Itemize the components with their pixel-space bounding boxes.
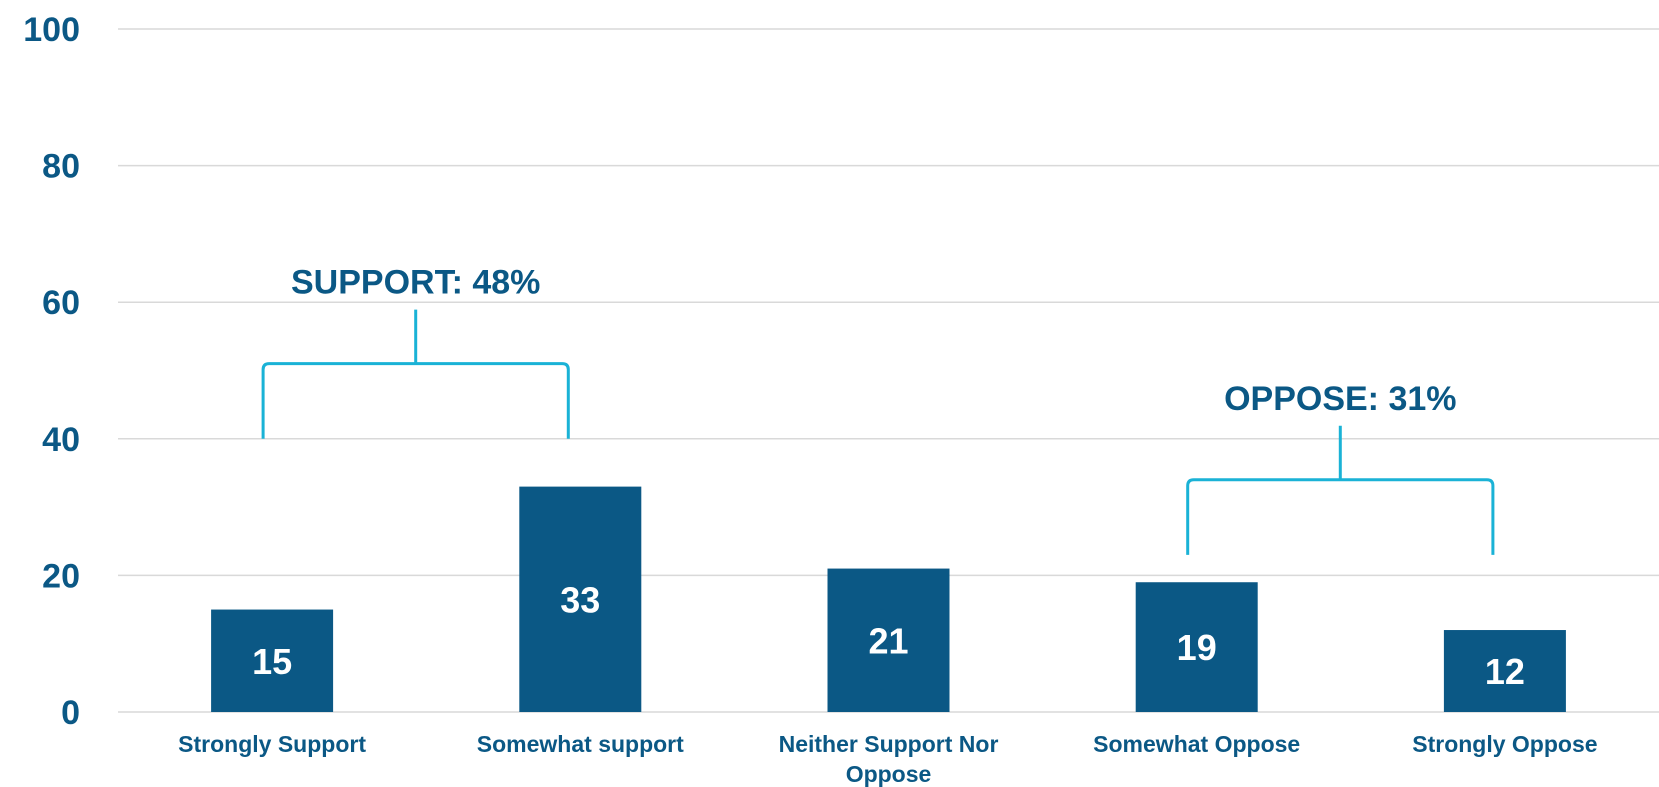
bar-value-label: 33	[560, 579, 600, 620]
bar	[1443, 630, 1566, 712]
y-tick-label: 60	[42, 284, 80, 322]
group-bracket	[1186, 425, 1495, 555]
x-category-label: Oppose	[846, 761, 932, 787]
x-category-label: Strongly Oppose	[1412, 731, 1597, 757]
bar-value-label: 19	[1177, 627, 1217, 668]
bar-value-labels: 15 33 21 19 12	[252, 579, 1525, 692]
bar-value-label: 21	[868, 620, 908, 661]
group-annotations: SUPPORT: 48% OPPOSE: 31%	[261, 264, 1495, 555]
group-bracket	[261, 309, 570, 439]
x-category-label: Somewhat support	[477, 731, 684, 757]
x-category-label: Somewhat Oppose	[1093, 731, 1300, 757]
y-axis-tick-labels: 0 20 40 60 80 100	[23, 11, 80, 732]
gridlines	[118, 28, 1659, 713]
group-label: OPPOSE: 31%	[1224, 380, 1456, 418]
bar-value-label: 12	[1485, 651, 1525, 692]
bar	[519, 486, 642, 712]
bars	[211, 486, 1566, 712]
group-label: SUPPORT: 48%	[291, 264, 540, 302]
bar	[827, 568, 950, 712]
x-axis-category-labels: Strongly Support Somewhat support Neither …	[178, 731, 1597, 787]
bar	[1135, 582, 1258, 712]
bar-value-label: 15	[252, 641, 292, 682]
bar	[211, 609, 334, 712]
y-tick-label: 40	[42, 421, 80, 459]
y-tick-label: 20	[42, 557, 80, 595]
y-tick-label: 0	[61, 694, 80, 732]
x-category-label: Strongly Support	[178, 731, 366, 757]
x-category-label: Neither Support Nor	[779, 731, 999, 757]
y-tick-label: 80	[42, 148, 80, 186]
y-tick-label: 100	[23, 11, 80, 49]
